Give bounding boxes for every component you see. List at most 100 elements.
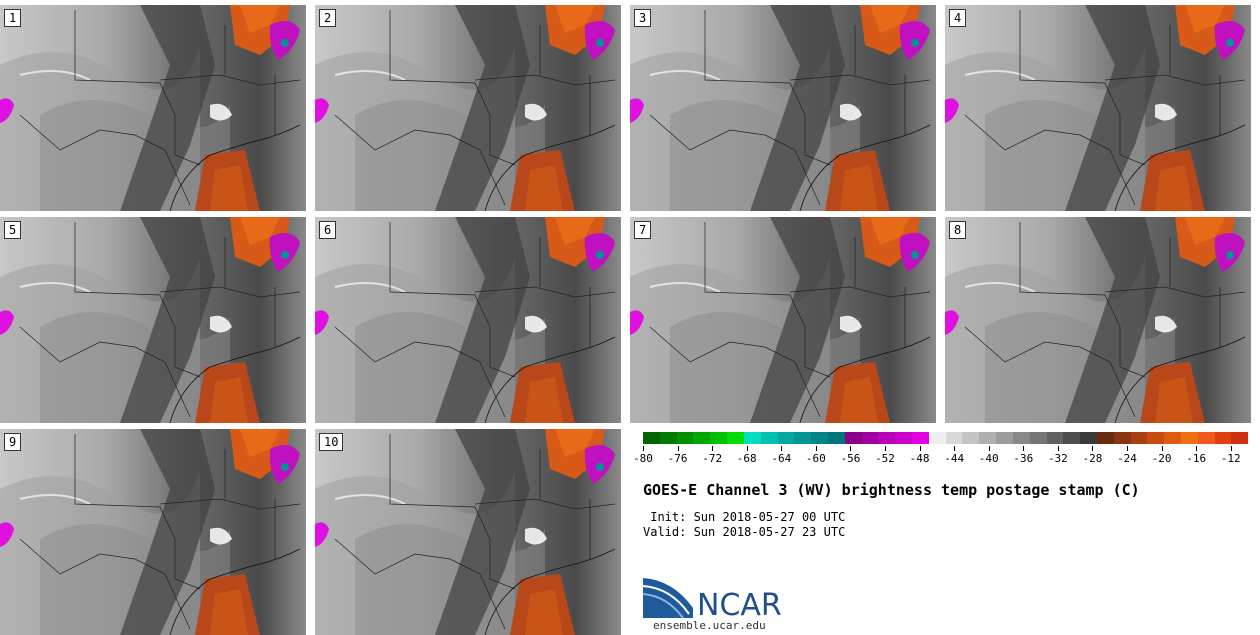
colorbar-tick-label: -48	[909, 452, 930, 465]
colorbar-segment	[928, 432, 946, 444]
colorbar-tick	[1196, 446, 1198, 451]
logo-url: ensemble.ucar.edu	[653, 619, 766, 632]
colorbar-tick-label: -80	[633, 452, 653, 465]
colorbar-tick	[885, 446, 886, 451]
panel-number: 4	[949, 9, 967, 27]
colorbar-segment	[794, 432, 812, 444]
colorbar-tick-label: -60	[805, 452, 826, 465]
colorbar-tick	[815, 446, 817, 451]
panel-number: 8	[949, 221, 967, 239]
valid-time: Valid: Sun 2018-05-27 23 UTC	[643, 525, 846, 539]
colorbar-tick-label: -52	[875, 452, 895, 465]
colorbar-segment	[1046, 432, 1064, 444]
colorbar-tick	[643, 446, 644, 451]
colorbar-tick	[781, 446, 783, 451]
colorbar-segment	[878, 432, 896, 444]
colorbar-tick-label: -28	[1082, 452, 1103, 465]
panel-number: 5	[4, 221, 22, 239]
ncar-logo-text: NCAR	[697, 588, 782, 623]
colorbar-tick	[1161, 446, 1163, 451]
colorbar-tick-label: -68	[736, 452, 757, 465]
colorbar-segment	[1181, 432, 1198, 444]
colorbar-tick	[1023, 446, 1025, 451]
colorbar-segment	[811, 432, 828, 444]
colorbar-tick	[746, 446, 748, 451]
colorbar-tick	[1127, 446, 1128, 451]
colorbar-segment	[760, 432, 778, 444]
colorbar-tick-label: -56	[840, 452, 861, 465]
map-panel-8: 8	[945, 217, 1251, 423]
colorbar-segment	[1029, 432, 1047, 444]
map-panel-7: 7	[630, 217, 936, 423]
colorbar-segment	[962, 432, 980, 444]
colorbar-tick	[988, 446, 990, 451]
colorbar-segment	[1063, 432, 1081, 444]
colorbar-tick	[954, 446, 956, 451]
colorbar-tick-label: -24	[1117, 452, 1137, 465]
colorbar-segment	[996, 432, 1013, 444]
colorbar-tick-label: -64	[771, 452, 792, 465]
colorbar-segment	[1012, 432, 1030, 444]
colorbar-segment	[777, 432, 795, 444]
map-panel-9: 9	[0, 429, 306, 635]
panel-number: 10	[319, 433, 344, 451]
colorbar-segment	[1080, 432, 1097, 444]
colorbar-segment	[693, 432, 711, 444]
colorbar-segment	[643, 432, 660, 444]
map-panel-2: 2	[315, 5, 621, 211]
colorbar-tick	[1230, 446, 1232, 451]
colorbar-segment	[945, 432, 963, 444]
colorbar-segment	[844, 432, 862, 444]
colorbar-segment	[710, 432, 728, 444]
colorbar-segment	[861, 432, 879, 444]
colorbar-segment	[979, 432, 997, 444]
colorbar-segment	[659, 432, 677, 444]
colorbar-tick-label: -72	[702, 452, 723, 465]
map-panel-4: 4	[945, 5, 1251, 211]
colorbar-segment	[827, 432, 845, 444]
colorbar-tick-label: -16	[1186, 452, 1207, 465]
panel-number: 2	[319, 9, 337, 27]
colorbar-tick	[677, 446, 679, 451]
colorbar-ticks: -80 -76 -72 -68 -64 -60 -56 -52 -48 -44 -40 -36 -32 -…	[633, 446, 1248, 468]
map-panel-3: 3	[630, 5, 936, 211]
panel-number: 9	[4, 433, 22, 451]
colorbar-segment	[743, 432, 761, 444]
colorbar-segment	[1214, 432, 1232, 444]
colorbar	[643, 432, 1249, 444]
colorbar-tick-label: -44	[944, 452, 965, 465]
map-panel-10: 10	[315, 429, 621, 635]
init-time: Init: Sun 2018-05-27 00 UTC	[643, 510, 846, 524]
colorbar-tick	[712, 446, 714, 451]
colorbar-tick-label: -40	[978, 452, 999, 465]
map-panel-6: 6	[315, 217, 621, 423]
colorbar-segment	[895, 432, 912, 444]
map-panel-5: 5	[0, 217, 306, 423]
map-panel-1: 1	[0, 5, 306, 211]
panel-number: 3	[634, 9, 652, 27]
colorbar-segment	[1164, 432, 1181, 444]
colorbar-tick-label: -32	[1047, 452, 1068, 465]
panel-number: 1	[4, 9, 22, 27]
colorbar-segment	[676, 432, 694, 444]
colorbar-tick	[1057, 446, 1059, 451]
colorbar-segment	[1096, 432, 1114, 444]
panel-number: 7	[634, 221, 652, 239]
colorbar-segment	[1130, 432, 1148, 444]
colorbar-segment	[727, 432, 744, 444]
colorbar-segment	[1147, 432, 1165, 444]
colorbar-tick-label: -12	[1220, 452, 1241, 465]
colorbar-segment	[912, 432, 929, 444]
panel-number: 6	[319, 221, 337, 239]
colorbar-tick	[919, 446, 921, 451]
colorbar-tick-label: -76	[667, 452, 688, 465]
colorbar-segment	[1197, 432, 1215, 444]
ncar-logo-icon	[643, 578, 693, 619]
colorbar-segment	[1231, 432, 1249, 444]
colorbar-segment	[1113, 432, 1131, 444]
colorbar-tick-label: -36	[1013, 452, 1034, 465]
figure-title: GOES-E Channel 3 (WV) brightness temp po…	[643, 481, 1140, 499]
colorbar-tick	[850, 446, 852, 451]
colorbar-tick	[1092, 446, 1094, 451]
colorbar-tick-label: -20	[1151, 452, 1172, 465]
